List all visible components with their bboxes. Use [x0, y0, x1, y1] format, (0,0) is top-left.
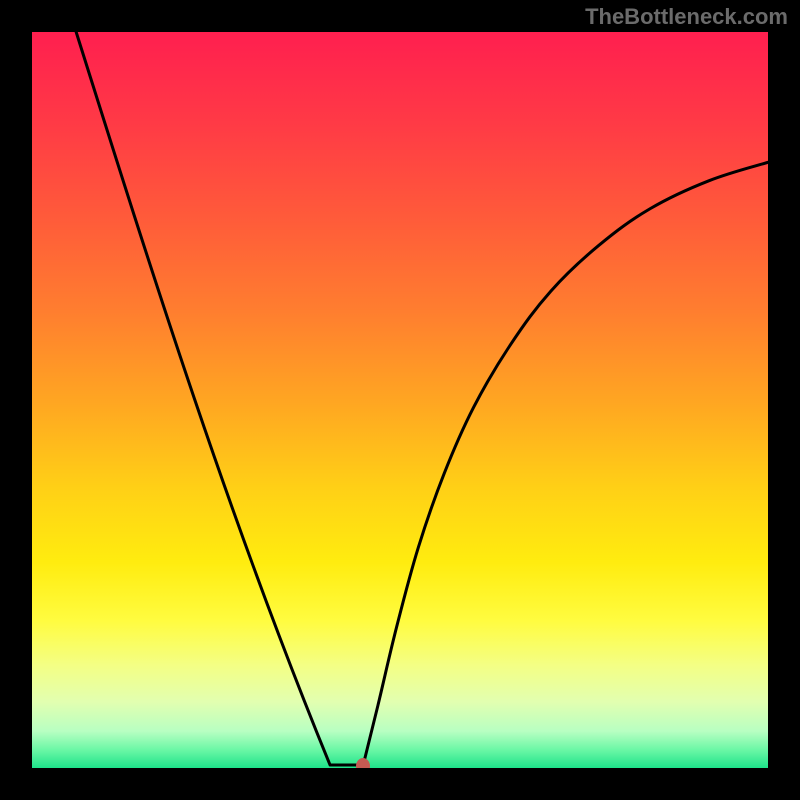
- plot-area: [32, 32, 768, 768]
- curve-path: [76, 32, 768, 765]
- watermark-text: TheBottleneck.com: [585, 4, 788, 30]
- bottleneck-curve: [32, 32, 768, 768]
